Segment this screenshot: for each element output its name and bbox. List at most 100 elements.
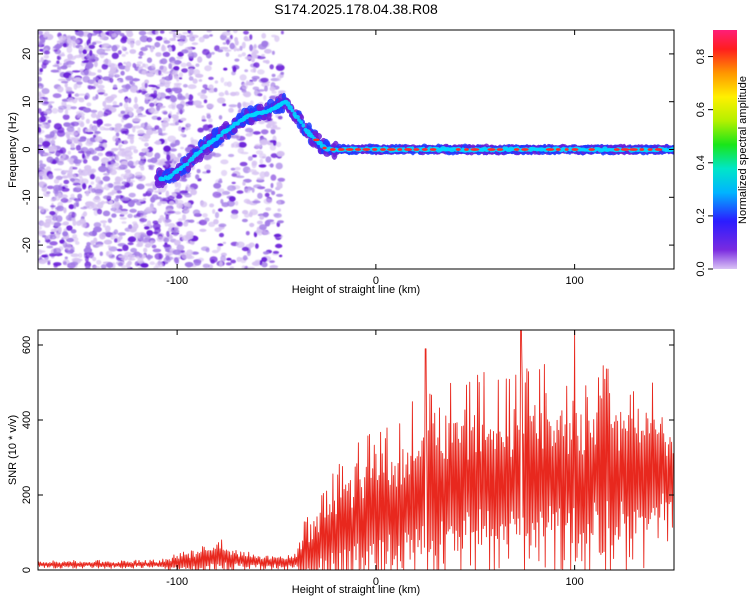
noise-speckle	[121, 221, 127, 224]
noise-speckle	[99, 251, 104, 256]
noise-speckle	[180, 117, 187, 122]
noise-speckle	[138, 160, 146, 166]
noise-speckle	[123, 150, 133, 157]
noise-speckle	[200, 94, 208, 100]
ridge-mid-mark	[299, 120, 303, 124]
noise-speckle	[89, 49, 93, 57]
noise-speckle	[151, 63, 156, 69]
noise-speckle	[241, 265, 246, 269]
noise-speckle	[269, 144, 277, 151]
noise-speckle	[123, 114, 130, 119]
noise-speckle	[259, 215, 265, 220]
noise-speckle	[261, 262, 268, 268]
noise-speckle	[73, 77, 82, 82]
noise-speckle	[278, 254, 283, 258]
noise-speckle	[146, 57, 153, 63]
noise-speckle	[85, 201, 94, 207]
noise-speckle	[259, 224, 267, 231]
noise-speckle	[75, 144, 81, 151]
snr-frame	[37, 329, 675, 571]
noise-speckle	[150, 157, 158, 164]
noise-speckle	[264, 171, 270, 177]
y-tick-label: 200	[21, 486, 33, 504]
spectrogram-marks	[38, 30, 674, 269]
noise-speckle	[118, 164, 128, 170]
noise-speckle	[261, 33, 267, 39]
ridge-core-mark	[345, 148, 354, 151]
noise-speckle	[89, 251, 94, 259]
noise-speckle	[187, 30, 192, 34]
noise-speckle	[174, 181, 179, 188]
noise-speckle	[115, 176, 124, 182]
noise-speckle	[216, 245, 221, 252]
noise-speckle	[80, 207, 88, 210]
noise-speckle	[81, 221, 87, 228]
noise-speckle	[128, 192, 136, 198]
noise-speckle	[261, 53, 265, 57]
noise-speckle	[181, 252, 189, 260]
noise-speckle	[251, 51, 257, 58]
noise-speckle	[275, 141, 282, 148]
noise-speckle	[136, 61, 143, 65]
noise-speckle	[138, 164, 145, 169]
noise-speckle	[145, 254, 154, 259]
noise-speckle	[242, 91, 250, 97]
noise-speckle	[88, 231, 98, 237]
y-tick-label: 10	[21, 96, 33, 108]
ridge-core-mark	[372, 148, 378, 151]
noise-speckle	[140, 214, 147, 219]
noise-speckle	[70, 147, 76, 151]
noise-speckle	[244, 69, 249, 73]
noise-speckle	[252, 131, 261, 135]
noise-speckle	[125, 51, 129, 55]
noise-speckle	[107, 245, 111, 249]
noise-speckle	[66, 237, 74, 243]
noise-speckle	[122, 35, 127, 41]
noise-speckle	[182, 214, 187, 221]
noise-speckle	[114, 197, 119, 202]
noise-speckle	[87, 169, 95, 173]
noise-speckle	[255, 230, 262, 234]
noise-speckle	[121, 53, 126, 57]
noise-speckle	[57, 86, 64, 93]
noise-speckle	[47, 261, 51, 265]
noise-speckle	[264, 48, 272, 54]
noise-speckle	[73, 140, 80, 144]
noise-speckle	[38, 86, 42, 89]
noise-speckle	[86, 102, 92, 107]
noise-speckle	[277, 63, 283, 66]
noise-speckle	[94, 60, 98, 68]
ridge-core-mark	[313, 138, 320, 142]
noise-speckle	[88, 85, 93, 90]
noise-speckle	[221, 31, 231, 36]
noise-speckle	[193, 100, 202, 106]
noise-speckle	[99, 232, 106, 240]
noise-speckle	[249, 100, 254, 106]
noise-speckle	[53, 247, 62, 255]
noise-speckle	[137, 52, 146, 56]
noise-speckle	[231, 209, 239, 215]
noise-speckle	[112, 162, 120, 167]
noise-speckle	[261, 156, 266, 159]
noise-speckle	[123, 61, 127, 65]
noise-speckle	[109, 169, 117, 175]
noise-speckle	[56, 130, 66, 137]
noise-speckle	[164, 81, 171, 88]
noise-speckle	[47, 119, 52, 124]
noise-speckle	[127, 136, 135, 140]
noise-speckle	[46, 156, 54, 163]
noise-speckle	[141, 238, 151, 243]
ridge-mid-mark	[287, 105, 293, 111]
noise-speckle	[232, 141, 240, 148]
noise-speckle	[252, 86, 260, 91]
noise-speckle	[203, 154, 212, 161]
noise-speckle	[46, 185, 55, 190]
ridge-core-mark	[571, 148, 579, 151]
noise-speckle	[62, 241, 68, 248]
noise-speckle	[227, 185, 236, 192]
noise-speckle	[130, 41, 135, 49]
noise-speckle	[260, 77, 269, 83]
noise-speckle	[239, 74, 247, 81]
noise-speckle	[73, 202, 77, 209]
colorbar-label: Normalized spectral amplitude	[737, 76, 749, 224]
